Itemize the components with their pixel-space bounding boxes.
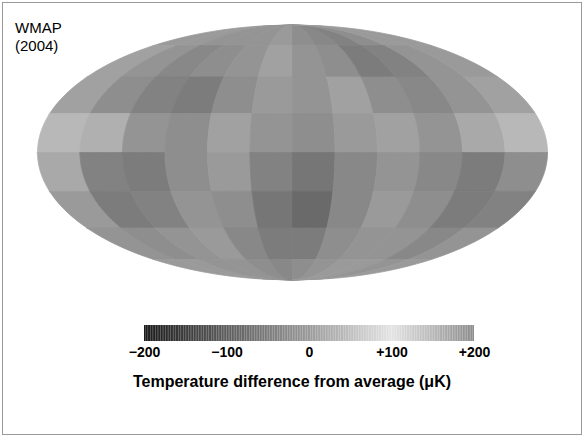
svg-text:+200: +200 (459, 344, 491, 360)
svg-text:−100: −100 (211, 344, 243, 360)
html-text:WMAP (2004): WMAP (2004) (15, 19, 62, 54)
svg-text:−200: −200 (129, 344, 161, 360)
svg-text:+100: +100 (376, 344, 408, 360)
html-text:Temperature difference from av: Temperature difference from average (μK) (133, 373, 451, 390)
svg-text:0: 0 (306, 344, 314, 360)
